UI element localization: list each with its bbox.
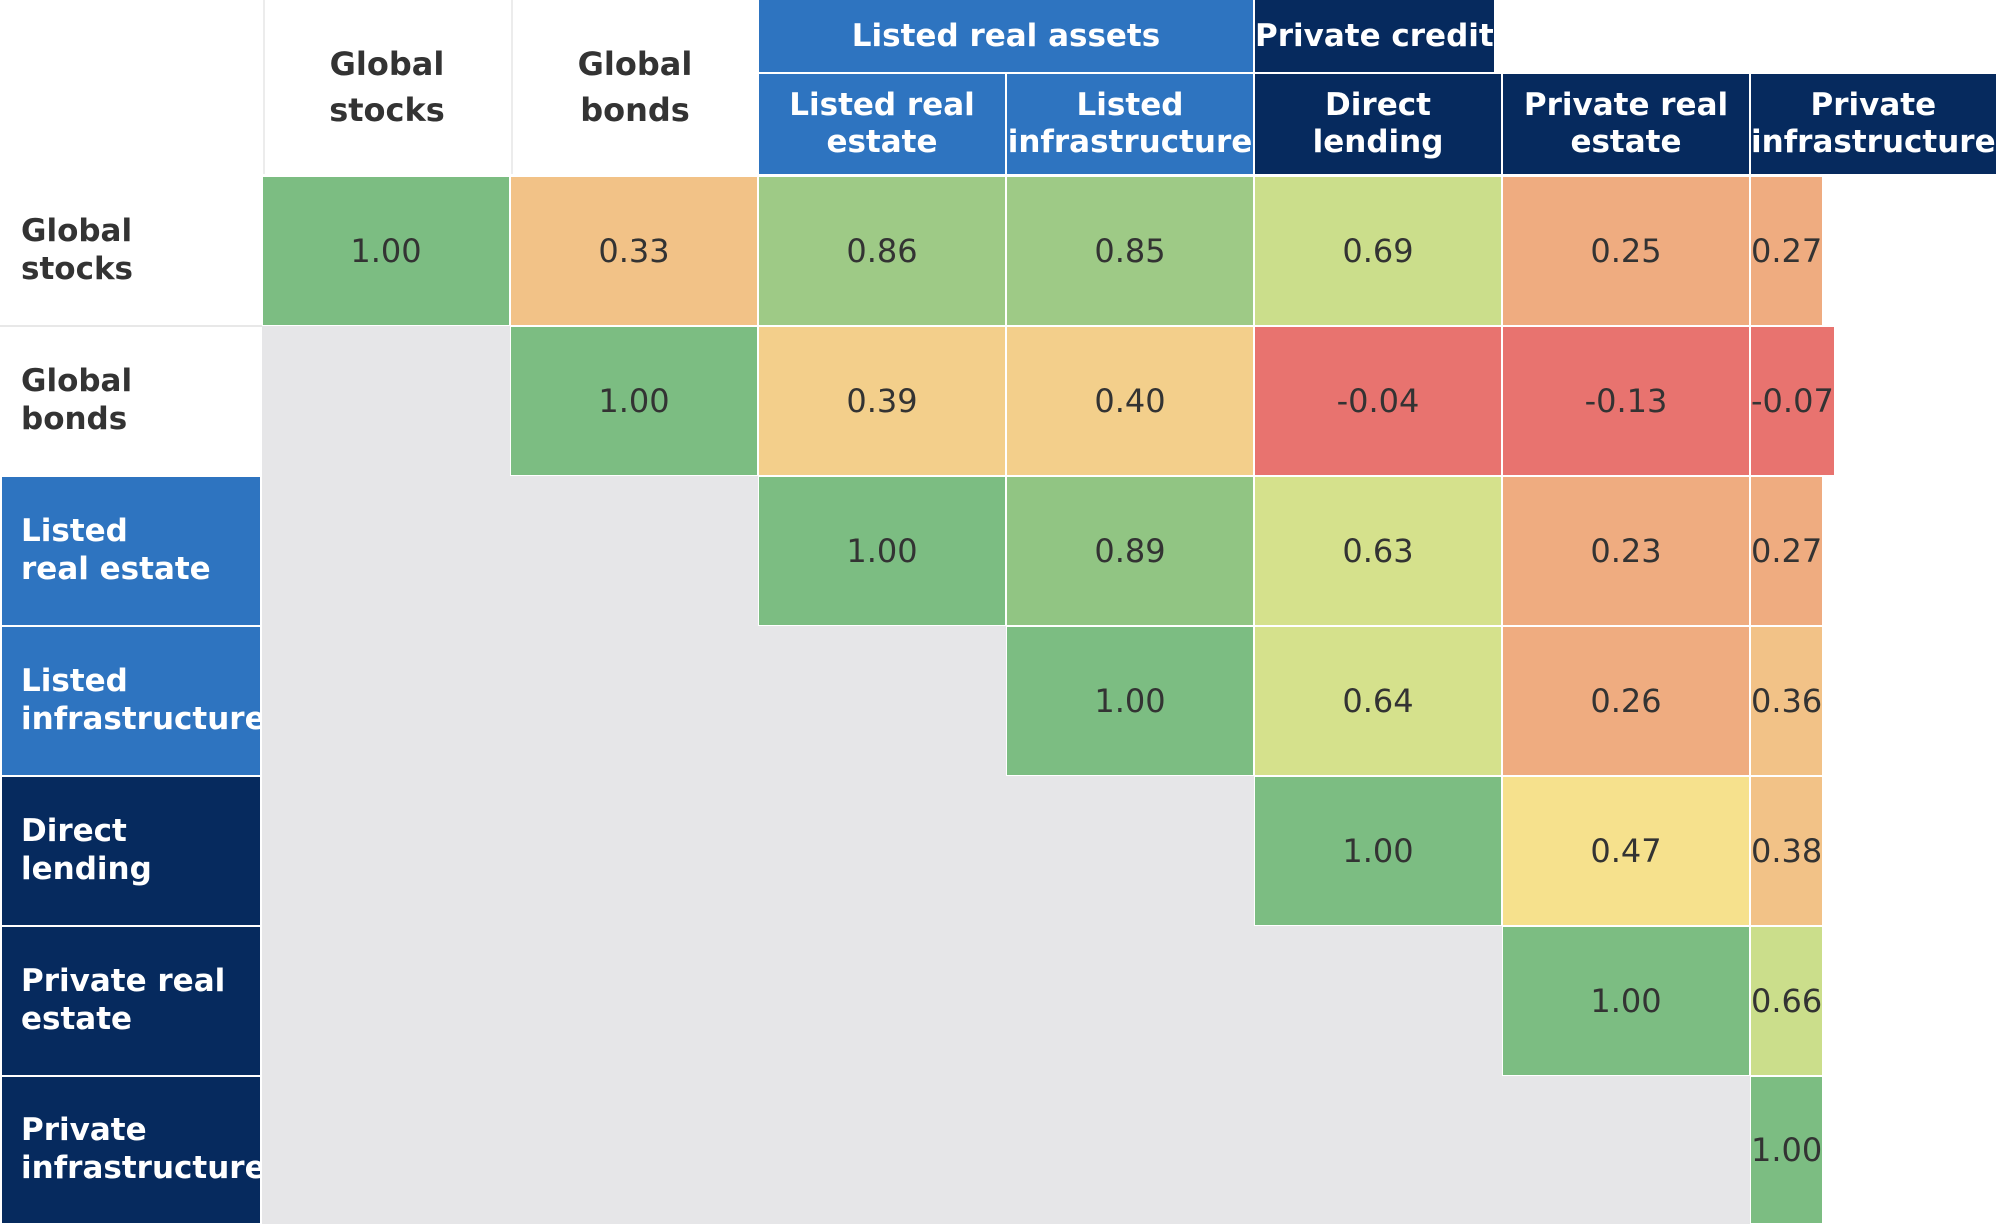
row-header-0: Global stocks [2, 177, 260, 325]
value-cell: 0.23 [1503, 477, 1749, 625]
value-cell: 0.27 [1751, 477, 1823, 625]
row-header-3: Listed infrastructure [2, 627, 266, 775]
value-cell: 0.33 [511, 177, 757, 325]
column-header-6: Private infrastructure [1751, 74, 1996, 174]
value-cell: 0.89 [1007, 477, 1253, 625]
row-header-1: Global bonds [2, 327, 260, 475]
row-header-2: Listed real estate [2, 477, 260, 625]
value-cell: 0.47 [1503, 777, 1749, 925]
value-cell: 1.00 [1751, 1077, 1823, 1223]
empty-region [262, 326, 510, 476]
value-cell: 1.00 [511, 327, 757, 475]
value-cell: 0.86 [759, 177, 1005, 325]
value-cell: 0.69 [1255, 177, 1501, 325]
value-cell: -0.07 [1751, 327, 1834, 475]
value-cell: -0.13 [1503, 327, 1749, 475]
column-header-0: Global stocks [263, 0, 509, 174]
column-header-3: Listed infrastructure [1007, 74, 1253, 174]
value-cell: 1.00 [1007, 627, 1253, 775]
value-cell: 0.38 [1751, 777, 1823, 925]
column-header-2: Listed real estate [759, 74, 1005, 174]
group-header-1: Private credit [1255, 0, 1494, 72]
value-cell: 0.64 [1255, 627, 1501, 775]
value-cell: 1.00 [759, 477, 1005, 625]
empty-region [262, 776, 1254, 926]
value-cell: 1.00 [1255, 777, 1501, 925]
empty-region [262, 476, 758, 626]
value-cell: 0.25 [1503, 177, 1749, 325]
column-header-5: Private real estate [1503, 74, 1749, 174]
value-cell: 0.85 [1007, 177, 1253, 325]
row-divider [0, 325, 262, 327]
row-header-4: Direct lending [2, 777, 260, 925]
value-cell: -0.04 [1255, 327, 1501, 475]
value-cell: 0.40 [1007, 327, 1253, 475]
empty-region [262, 626, 1006, 776]
row-header-6: Private infrastructure [2, 1077, 266, 1223]
row-header-5: Private real estate [2, 927, 260, 1075]
group-header-0: Listed real assets [759, 0, 1253, 72]
value-cell: 1.00 [263, 177, 509, 325]
empty-region [262, 926, 1502, 1076]
value-cell: 0.66 [1751, 927, 1823, 1075]
column-header-1: Global bonds [511, 0, 757, 174]
empty-region [262, 1076, 1750, 1224]
value-cell: 0.36 [1751, 627, 1823, 775]
value-cell: 0.39 [759, 327, 1005, 475]
value-cell: 1.00 [1503, 927, 1749, 1075]
column-header-4: Direct lending [1255, 74, 1501, 174]
value-cell: 0.27 [1751, 177, 1823, 325]
value-cell: 0.63 [1255, 477, 1501, 625]
value-cell: 0.26 [1503, 627, 1749, 775]
